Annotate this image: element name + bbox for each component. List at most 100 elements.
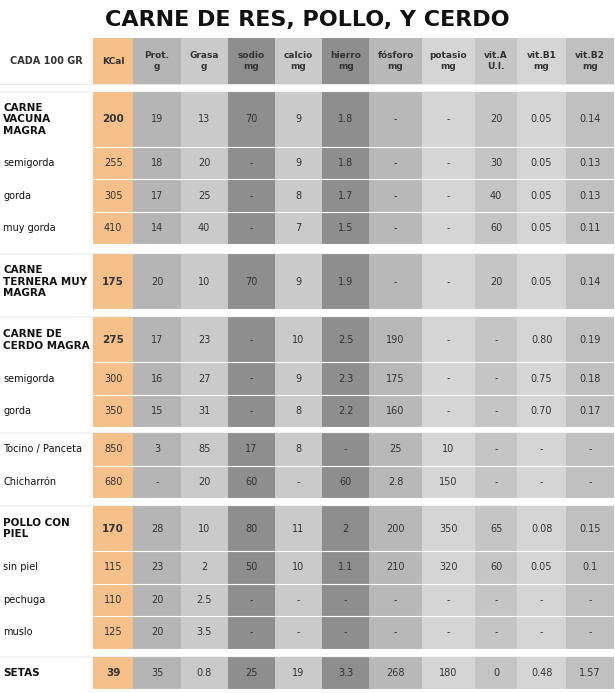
Text: Tocino / Panceta: Tocino / Panceta xyxy=(3,444,82,455)
Bar xyxy=(517,254,566,309)
Text: -: - xyxy=(344,595,347,605)
Bar xyxy=(369,551,422,584)
Bar xyxy=(181,551,228,584)
Bar xyxy=(133,362,181,395)
Text: 60: 60 xyxy=(245,477,258,487)
Bar xyxy=(369,254,422,309)
Bar xyxy=(517,38,566,84)
Bar xyxy=(93,656,133,689)
Text: -: - xyxy=(155,477,159,487)
Text: 0.05: 0.05 xyxy=(531,562,552,572)
Text: 410: 410 xyxy=(104,223,122,233)
Bar xyxy=(369,317,422,362)
Text: -: - xyxy=(494,477,498,487)
Text: 31: 31 xyxy=(198,406,210,416)
Text: 9: 9 xyxy=(295,277,301,287)
Text: 0.08: 0.08 xyxy=(531,524,552,534)
Text: 0.05: 0.05 xyxy=(531,158,552,168)
Bar xyxy=(369,92,422,147)
Text: 50: 50 xyxy=(245,562,258,572)
Text: gorda: gorda xyxy=(3,406,31,416)
Bar xyxy=(93,466,133,498)
Text: 2.3: 2.3 xyxy=(338,374,354,383)
Bar xyxy=(369,362,422,395)
Bar xyxy=(322,656,369,689)
Bar xyxy=(369,179,422,212)
Text: muslo: muslo xyxy=(3,627,33,638)
Bar xyxy=(566,362,614,395)
Bar xyxy=(566,584,614,616)
Bar xyxy=(475,506,517,551)
Text: muy gorda: muy gorda xyxy=(3,223,55,233)
Text: CARNE
VACUNA
MAGRA: CARNE VACUNA MAGRA xyxy=(3,103,51,136)
Bar xyxy=(475,254,517,309)
Bar xyxy=(228,395,275,427)
Text: 0.1: 0.1 xyxy=(582,562,598,572)
Bar xyxy=(93,212,133,245)
Text: 20: 20 xyxy=(151,627,163,638)
Bar xyxy=(228,317,275,362)
Text: -: - xyxy=(394,158,397,168)
Text: -: - xyxy=(446,595,450,605)
Text: 8: 8 xyxy=(295,444,301,455)
Text: 19: 19 xyxy=(151,114,163,125)
Text: 20: 20 xyxy=(490,114,502,125)
Text: -: - xyxy=(540,477,543,487)
Text: -: - xyxy=(494,335,498,345)
Text: 0.05: 0.05 xyxy=(531,191,552,201)
Bar xyxy=(93,254,133,309)
Bar xyxy=(422,584,475,616)
Bar xyxy=(181,616,228,649)
Text: 680: 680 xyxy=(104,477,122,487)
Text: -: - xyxy=(250,595,253,605)
Bar xyxy=(422,616,475,649)
Text: 17: 17 xyxy=(245,444,258,455)
Text: 25: 25 xyxy=(198,191,210,201)
Text: 30: 30 xyxy=(490,158,502,168)
Text: 13: 13 xyxy=(198,114,210,125)
Text: 23: 23 xyxy=(151,562,163,572)
Text: 3.5: 3.5 xyxy=(196,627,212,638)
Text: 1.1: 1.1 xyxy=(338,562,353,572)
Bar xyxy=(566,38,614,84)
Text: 160: 160 xyxy=(386,406,405,416)
Text: -: - xyxy=(296,627,300,638)
Text: 210: 210 xyxy=(386,562,405,572)
Bar xyxy=(517,212,566,245)
Text: -: - xyxy=(494,444,498,455)
Text: -: - xyxy=(250,223,253,233)
Text: vit.B1
mg: vit.B1 mg xyxy=(526,51,557,71)
Text: 0.13: 0.13 xyxy=(579,191,600,201)
Text: -: - xyxy=(540,444,543,455)
Bar xyxy=(475,616,517,649)
Bar xyxy=(275,317,322,362)
Bar xyxy=(228,466,275,498)
Text: potasio
mg: potasio mg xyxy=(429,51,467,71)
Text: vit.B2
mg: vit.B2 mg xyxy=(575,51,605,71)
Text: 0.11: 0.11 xyxy=(579,223,600,233)
Bar xyxy=(275,92,322,147)
Bar xyxy=(181,38,228,84)
Bar xyxy=(475,92,517,147)
Bar xyxy=(517,466,566,498)
Bar xyxy=(566,395,614,427)
Bar xyxy=(475,584,517,616)
Text: 1.5: 1.5 xyxy=(338,223,354,233)
Text: -: - xyxy=(296,477,300,487)
Bar xyxy=(133,616,181,649)
Bar xyxy=(228,179,275,212)
Bar xyxy=(566,551,614,584)
Bar xyxy=(369,433,422,466)
Text: 255: 255 xyxy=(104,158,122,168)
Text: -: - xyxy=(296,595,300,605)
Text: -: - xyxy=(588,627,592,638)
Bar xyxy=(322,212,369,245)
Text: 3.3: 3.3 xyxy=(338,668,353,678)
Text: -: - xyxy=(446,223,450,233)
Bar xyxy=(133,92,181,147)
Bar xyxy=(517,317,566,362)
Bar xyxy=(322,317,369,362)
Bar xyxy=(422,92,475,147)
Bar xyxy=(517,395,566,427)
Bar xyxy=(369,147,422,179)
